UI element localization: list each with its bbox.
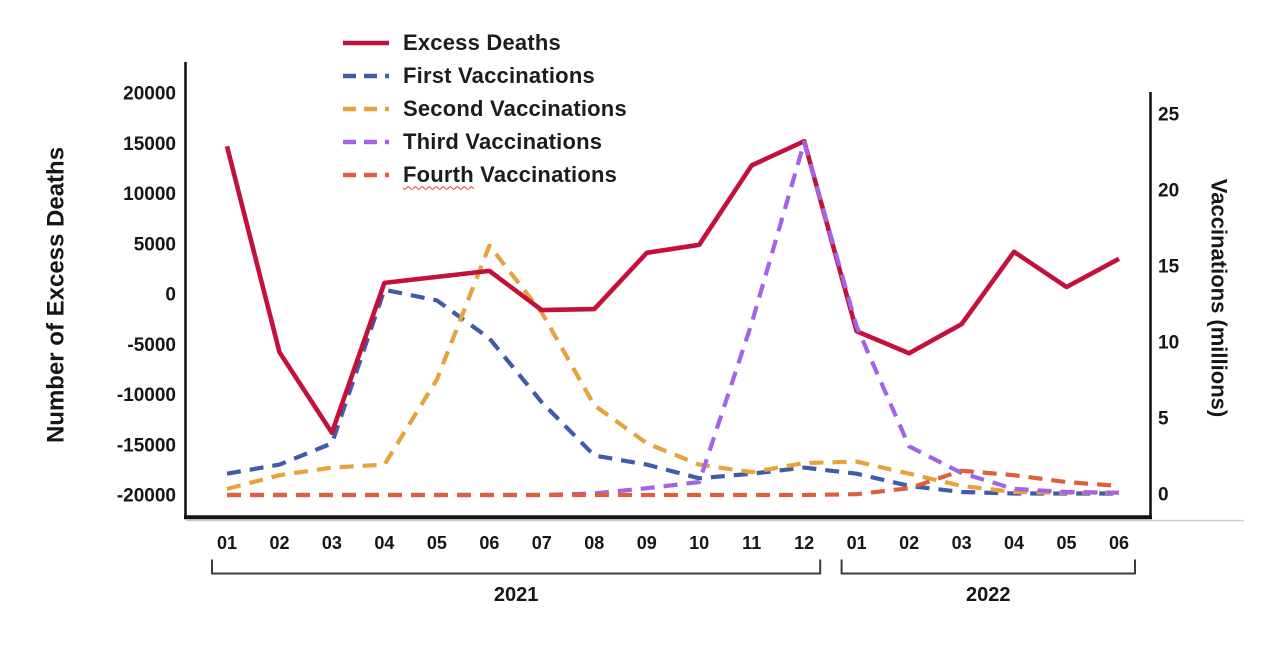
x-axis-month-label: 02 bbox=[899, 533, 919, 553]
year-bracket bbox=[840, 559, 1136, 575]
legend-label: Excess Deaths bbox=[403, 29, 561, 55]
x-axis-month-label: 08 bbox=[584, 533, 604, 553]
left-axis-title: Number of Excess Deaths bbox=[43, 147, 70, 443]
legend-label: Second Vaccinations bbox=[403, 95, 627, 121]
left-axis-tick-label: 5000 bbox=[134, 234, 176, 255]
right-axis-tick-label: 15 bbox=[1158, 257, 1180, 278]
x-axis-month-label: 10 bbox=[689, 533, 709, 553]
right-axis-tick-label: 20 bbox=[1158, 181, 1179, 202]
series-line-fourth-vaccinations bbox=[227, 468, 1120, 498]
year-label: 2021 bbox=[494, 584, 539, 606]
legend-label: Third Vaccinations bbox=[403, 128, 603, 154]
x-axis-month-label: 05 bbox=[427, 533, 447, 553]
x-axis-month-label: 02 bbox=[269, 533, 289, 553]
right-axis-tick-label: 0 bbox=[1158, 485, 1169, 506]
x-axis-month-label: 04 bbox=[374, 533, 394, 553]
left-axis-tick-label: -15000 bbox=[117, 435, 176, 456]
left-axis-tick-label: -10000 bbox=[117, 385, 176, 406]
x-axis-month-label: 05 bbox=[1056, 533, 1076, 553]
x-axis-month-label: 01 bbox=[847, 533, 867, 553]
legend-line-swatch bbox=[343, 73, 389, 78]
left-axis-tick-label: 15000 bbox=[123, 134, 176, 155]
left-axis-tick-label: -20000 bbox=[117, 486, 176, 507]
x-axis-month-label: 01 bbox=[217, 533, 237, 553]
legend-item-third-vaccinations: Third Vaccinations bbox=[341, 125, 627, 158]
right-axis-tick-label: 25 bbox=[1158, 105, 1180, 126]
x-axis-month-label: 06 bbox=[479, 533, 499, 553]
x-axis-month-label: 03 bbox=[322, 533, 342, 553]
legend-label: Fourth Vaccinations bbox=[403, 161, 618, 187]
right-axis-tick-label: 10 bbox=[1158, 333, 1179, 354]
x-axis-month-label: 03 bbox=[952, 533, 972, 553]
legend-line-swatch bbox=[343, 139, 389, 144]
series-line-second-vaccinations bbox=[226, 243, 1119, 495]
x-axis-month-label: 11 bbox=[742, 533, 761, 553]
legend-line-swatch bbox=[343, 172, 389, 177]
legend-item-fourth-vaccinations: Fourth Vaccinations bbox=[341, 158, 627, 191]
x-axis-month-label: 06 bbox=[1109, 533, 1129, 553]
legend-line-swatch bbox=[343, 106, 389, 111]
right-axis-title: Vaccinations (millions) bbox=[1207, 179, 1232, 417]
series-line-first-vaccinations bbox=[226, 287, 1119, 496]
left-axis-tick-label: 10000 bbox=[123, 184, 176, 205]
series-line-third-vaccinations bbox=[227, 140, 1120, 498]
x-axis-month-label: 07 bbox=[532, 533, 552, 553]
right-axis-tick-label: 5 bbox=[1158, 409, 1169, 430]
legend-label: First Vaccinations bbox=[403, 62, 595, 88]
legend-line-swatch bbox=[343, 40, 389, 45]
legend-item-second-vaccinations: Second Vaccinations bbox=[341, 92, 627, 125]
x-axis-month-label: 04 bbox=[1004, 533, 1024, 553]
series-line-excess-deaths bbox=[224, 138, 1121, 436]
year-bracket bbox=[211, 559, 822, 575]
legend-item-excess-deaths: Excess Deaths bbox=[341, 26, 627, 59]
left-axis-tick-label: 0 bbox=[165, 285, 176, 306]
legend: Excess Deaths First Vaccinations Second Va… bbox=[341, 26, 627, 191]
left-axis-tick-label: 20000 bbox=[123, 84, 176, 105]
left-axis-tick-label: -5000 bbox=[127, 335, 176, 356]
legend-item-first-vaccinations: First Vaccinations bbox=[341, 59, 627, 92]
x-axis-month-label: 12 bbox=[794, 533, 814, 553]
x-axis-month-label: 09 bbox=[637, 533, 657, 553]
year-label: 2022 bbox=[966, 584, 1011, 606]
